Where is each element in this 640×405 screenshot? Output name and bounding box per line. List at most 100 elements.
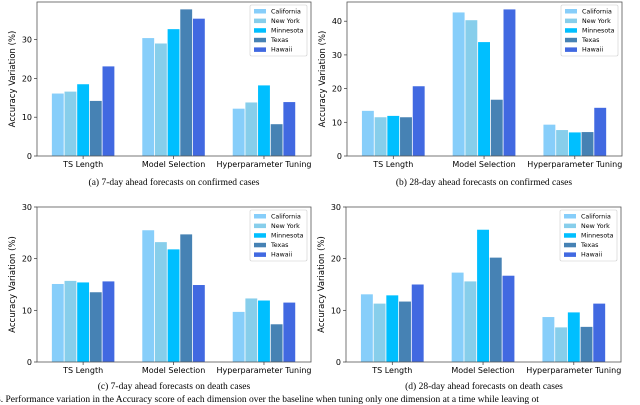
subplot-caption: (a) 7-day ahead forecasts on confirmed c…: [89, 177, 260, 188]
bar-minnesota-1: [167, 249, 180, 362]
subplot-caption: (c) 7-day ahead forecasts on death cases: [98, 381, 251, 392]
legend-label: New York: [582, 18, 611, 25]
bar-texas-2: [270, 124, 283, 156]
y-tick-label: 0: [27, 152, 32, 161]
legend-swatch: [254, 37, 266, 43]
x-tick-label: Hyperparameter Tuning: [527, 160, 622, 169]
bar-texas-0: [89, 292, 102, 362]
bar-hawaii-0: [412, 86, 425, 156]
bar-hawaii-2: [283, 102, 296, 156]
bar-hawaii-1: [192, 285, 205, 362]
legend-label: New York: [581, 223, 610, 230]
y-axis-label: Accuracy Variation (%): [8, 31, 18, 128]
bar-new-york-2: [556, 130, 569, 156]
legend: California New York Minnesota Texas Hawaii: [249, 4, 308, 57]
legend-label: Minnesota: [581, 233, 614, 240]
x-tick-label: TS Length: [371, 366, 412, 375]
legend-swatch: [254, 252, 266, 257]
bar-hawaii-2: [594, 107, 607, 156]
bar-hawaii-1: [192, 18, 205, 157]
y-tick-label: 30: [332, 51, 342, 60]
legend-label: Hawaii: [581, 252, 602, 259]
y-tick-label: 20: [22, 255, 32, 264]
y-tick-label: 0: [337, 152, 342, 161]
legend-label: Hawaii: [582, 47, 603, 54]
bar-new-york-2: [555, 327, 568, 362]
bar-california-0: [51, 283, 64, 362]
bar-minnesota-2: [568, 132, 581, 156]
bar-california-1: [452, 12, 465, 156]
legend-label: Texas: [270, 242, 288, 249]
x-tick-label: TS Length: [62, 160, 103, 169]
bar-texas-0: [399, 301, 411, 362]
legend-swatch: [254, 242, 266, 248]
legend-label: New York: [271, 18, 300, 25]
y-tick-label: 20: [331, 255, 341, 264]
bar-new-york-2: [245, 298, 258, 362]
y-tick-label: 30: [22, 203, 32, 212]
bar-california-1: [451, 272, 464, 362]
y-tick-label: 0: [27, 358, 32, 367]
legend-label: California: [582, 8, 612, 15]
bar-california-0: [360, 294, 373, 362]
bar-california-0: [51, 93, 64, 156]
legend-swatch: [565, 28, 577, 33]
bar-new-york-1: [154, 43, 167, 156]
bar-hawaii-2: [283, 302, 296, 362]
bar-new-york-0: [373, 303, 386, 362]
bar-texas-1: [489, 257, 502, 362]
bar-minnesota-1: [167, 29, 180, 156]
legend: California New York Minnesota Texas Hawaii: [560, 4, 619, 57]
y-tick-label: 40: [332, 17, 342, 26]
legend-label: Hawaii: [271, 47, 292, 54]
bar-minnesota-0: [77, 282, 90, 362]
subplot-a: 0 10 20 30 TS Length Model Selection Hyperpara…: [8, 1, 311, 188]
legend-swatch: [254, 18, 266, 24]
bar-hawaii-1: [502, 275, 515, 362]
bar-new-york-1: [465, 20, 478, 157]
figure-caption: 3. Performance variation in the Accuracy…: [0, 394, 539, 405]
legend-label: California: [581, 213, 611, 220]
x-tick-label: Hyperparameter Tuning: [526, 366, 621, 375]
bar-minnesota-0: [77, 84, 90, 156]
legend-swatch: [565, 18, 577, 24]
y-tick-label: 10: [332, 118, 342, 127]
bar-california-0: [361, 110, 374, 156]
y-tick-label: 20: [22, 74, 32, 83]
bar-hawaii-0: [411, 284, 424, 362]
bar-hawaii-0: [102, 66, 115, 156]
legend-label: Minnesota: [271, 28, 304, 35]
bar-california-2: [542, 317, 555, 362]
bar-texas-1: [180, 9, 193, 157]
legend-label: Texas: [270, 37, 288, 44]
bar-minnesota-2: [258, 300, 270, 362]
y-tick-label: 10: [22, 113, 32, 122]
x-tick-label: Model Selection: [142, 160, 205, 169]
bar-california-2: [232, 108, 245, 156]
bar-california-2: [543, 124, 556, 156]
bar-texas-0: [89, 100, 102, 156]
bar-texas-2: [580, 326, 593, 362]
x-tick-label: TS Length: [372, 160, 413, 169]
bar-texas-1: [490, 99, 503, 156]
legend-swatch: [254, 47, 266, 52]
legend-swatch: [565, 37, 577, 43]
bar-california-2: [232, 311, 245, 362]
bar-hawaii-1: [503, 9, 516, 156]
subplot-b: 0 10 20 30 40 TS Length Model Selection Hyperpa…: [318, 1, 623, 188]
x-tick-label: Hyperparameter Tuning: [216, 160, 311, 169]
legend-swatch: [254, 214, 266, 219]
y-tick-label: 0: [336, 358, 341, 367]
legend-swatch: [564, 233, 576, 238]
bar-minnesota-0: [387, 115, 400, 156]
legend-box: [560, 4, 619, 57]
bar-california-1: [142, 38, 155, 157]
subplot-d: 0 10 20 30 TS Length Model Selection Hyperpara…: [317, 203, 622, 392]
bar-california-1: [142, 230, 155, 362]
bar-new-york-0: [64, 91, 77, 156]
bar-hawaii-2: [593, 303, 606, 362]
legend-box: [249, 209, 308, 262]
y-axis-label: Accuracy Variation (%): [318, 31, 328, 128]
legend-label: Texas: [581, 37, 599, 44]
